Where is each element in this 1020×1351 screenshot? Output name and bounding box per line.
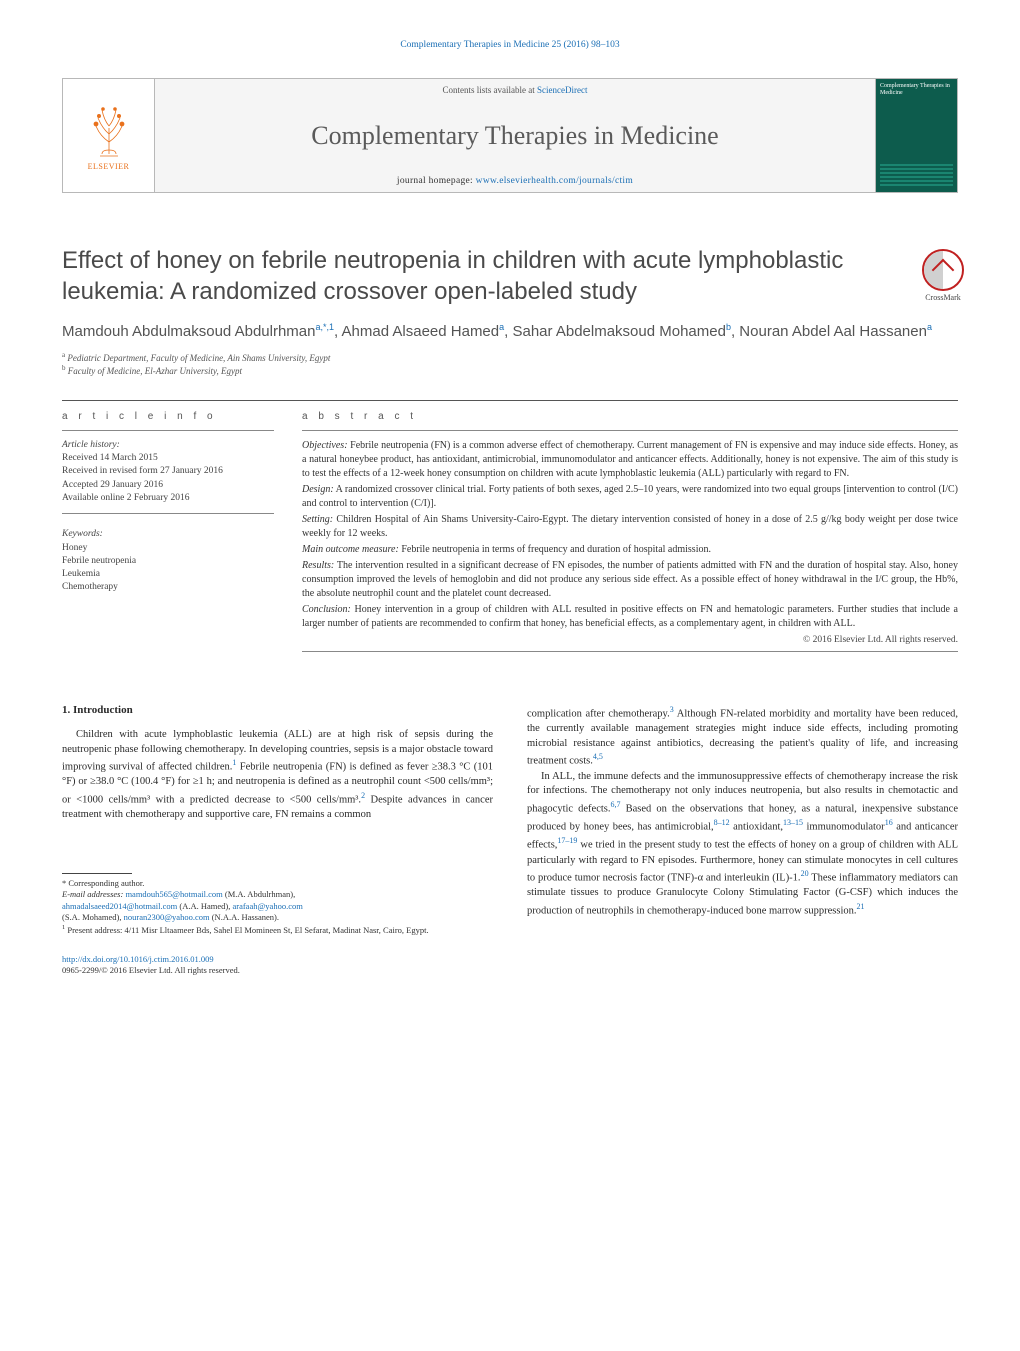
citation-ref[interactable]: 16 bbox=[885, 818, 893, 827]
affiliations: a Pediatric Department, Faculty of Medic… bbox=[62, 351, 958, 378]
abstract-paragraph: Objectives: Febrile neutropenia (FN) is … bbox=[302, 439, 958, 481]
body-columns: 1. Introduction Children with acute lymp… bbox=[62, 704, 958, 976]
email-link[interactable]: nouran2300@yahoo.com bbox=[124, 912, 210, 922]
homepage-link[interactable]: www.elsevierhealth.com/journals/ctim bbox=[476, 176, 633, 186]
keyword: Honey bbox=[62, 542, 274, 555]
abstract-paragraph: Design: A randomized crossover clinical … bbox=[302, 483, 958, 511]
article-info-column: a r t i c l e i n f o Article history: R… bbox=[62, 411, 274, 660]
body-text-right: complication after chemotherapy.3 Althou… bbox=[527, 704, 958, 919]
issn-copyright: 0965-2299/© 2016 Elsevier Ltd. All right… bbox=[62, 965, 240, 975]
cover-title: Complementary Therapies in Medicine bbox=[880, 83, 953, 96]
column-right: complication after chemotherapy.3 Althou… bbox=[527, 704, 958, 976]
divider-thin bbox=[302, 430, 958, 431]
elsevier-logo: ELSEVIER bbox=[63, 79, 155, 192]
keyword: Febrile neutropenia bbox=[62, 555, 274, 568]
affiliation-line: b Faculty of Medicine, El-Azhar Universi… bbox=[62, 364, 958, 378]
abstract-paragraph: Main outcome measure: Febrile neutropeni… bbox=[302, 543, 958, 557]
history-line: Available online 2 February 2016 bbox=[62, 492, 274, 505]
affiliation-line: a Pediatric Department, Faculty of Medic… bbox=[62, 351, 958, 365]
crossmark-badge[interactable]: CrossMark bbox=[922, 249, 964, 302]
sciencedirect-link[interactable]: ScienceDirect bbox=[537, 85, 587, 95]
citation-ref[interactable]: 4,5 bbox=[593, 752, 603, 761]
abstract-paragraph: Results: The intervention resulted in a … bbox=[302, 559, 958, 601]
running-head: Complementary Therapies in Medicine 25 (… bbox=[62, 40, 958, 50]
citation-ref[interactable]: 17–19 bbox=[557, 836, 577, 845]
keyword: Leukemia bbox=[62, 568, 274, 581]
homepage-label: journal homepage: bbox=[397, 176, 476, 186]
text-fragment: complication after chemotherapy. bbox=[527, 708, 670, 719]
article-title: Effect of honey on febrile neutropenia i… bbox=[62, 245, 958, 307]
journal-name: Complementary Therapies in Medicine bbox=[311, 121, 718, 151]
divider-thin bbox=[302, 651, 958, 652]
history-line: Received in revised form 27 January 2016 bbox=[62, 465, 274, 478]
journal-homepage: journal homepage: www.elsevierhealth.com… bbox=[397, 176, 633, 186]
citation-ref[interactable]: 6,7 bbox=[611, 800, 621, 809]
running-head-link[interactable]: Complementary Therapies in Medicine 25 (… bbox=[400, 40, 619, 50]
footnote-sup: 1 bbox=[62, 924, 65, 931]
email-addresses: E-mail addresses: mamdouh565@hotmail.com… bbox=[62, 889, 493, 923]
citation-ref[interactable]: 21 bbox=[857, 902, 865, 911]
journal-header: ELSEVIER Contents lists available at Sci… bbox=[62, 78, 958, 193]
crossmark-icon bbox=[922, 249, 964, 291]
elsevier-wordmark: ELSEVIER bbox=[88, 162, 130, 171]
abstract-column: a b s t r a c t Objectives: Febrile neut… bbox=[302, 411, 958, 660]
history-line: Accepted 29 January 2016 bbox=[62, 479, 274, 492]
abstract-copyright: © 2016 Elsevier Ltd. All rights reserved… bbox=[302, 635, 958, 645]
section-heading-intro: 1. Introduction bbox=[62, 704, 493, 716]
text-fragment: antioxidant, bbox=[730, 822, 783, 833]
footnote-rule bbox=[62, 873, 132, 874]
abstract-paragraph: Conclusion: Honey intervention in a grou… bbox=[302, 603, 958, 631]
text-fragment: immunomodulator bbox=[803, 822, 885, 833]
history-line: Received 14 March 2015 bbox=[62, 452, 274, 465]
abstract-paragraph: Setting: Children Hospital of Ain Shams … bbox=[302, 513, 958, 541]
citation-ref[interactable]: 8–12 bbox=[714, 818, 730, 827]
keyword: Chemotherapy bbox=[62, 581, 274, 594]
divider-thin bbox=[62, 513, 274, 514]
doi-block: http://dx.doi.org/10.1016/j.ctim.2016.01… bbox=[62, 954, 493, 976]
header-center: Contents lists available at ScienceDirec… bbox=[155, 79, 875, 192]
keywords-block: Keywords: HoneyFebrile neutropeniaLeukem… bbox=[62, 528, 274, 594]
contents-prefix: Contents lists available at bbox=[443, 85, 537, 95]
footnotes: * Corresponding author. E-mail addresses… bbox=[62, 878, 493, 936]
history-label: Article history: bbox=[62, 439, 274, 452]
divider bbox=[62, 400, 958, 401]
abstract-heading: a b s t r a c t bbox=[302, 411, 958, 422]
citation-ref[interactable]: 20 bbox=[801, 869, 809, 878]
article-history: Article history: Received 14 March 2015R… bbox=[62, 439, 274, 505]
present-address-note: 1 Present address: 4/11 Misr Lltaameer B… bbox=[62, 924, 493, 936]
crossmark-label: CrossMark bbox=[925, 293, 961, 302]
present-address-text: Present address: 4/11 Misr Lltaameer Bds… bbox=[67, 925, 428, 935]
contents-line: Contents lists available at ScienceDirec… bbox=[443, 85, 588, 95]
corresponding-author-note: * Corresponding author. bbox=[62, 878, 493, 889]
citation-ref[interactable]: 13–15 bbox=[783, 818, 803, 827]
elsevier-tree-icon bbox=[80, 100, 138, 162]
body-text-left: Children with acute lymphoblastic leukem… bbox=[62, 728, 493, 823]
email-link[interactable]: mamdouh565@hotmail.com bbox=[125, 889, 222, 899]
email-link[interactable]: arafaah@yahoo.com bbox=[232, 901, 302, 911]
column-left: 1. Introduction Children with acute lymp… bbox=[62, 704, 493, 976]
authors: Mamdouh Abdulmaksoud Abdulrhmana,*,1, Ah… bbox=[62, 321, 958, 342]
article-info-heading: a r t i c l e i n f o bbox=[62, 411, 274, 422]
doi-link[interactable]: http://dx.doi.org/10.1016/j.ctim.2016.01… bbox=[62, 954, 214, 964]
journal-cover-thumb: Complementary Therapies in Medicine bbox=[875, 79, 957, 192]
divider-thin bbox=[62, 430, 274, 431]
abstract-text: Objectives: Febrile neutropenia (FN) is … bbox=[302, 439, 958, 631]
email-link[interactable]: ahmadalsaeed2014@hotmail.com bbox=[62, 901, 177, 911]
keywords-label: Keywords: bbox=[62, 528, 274, 541]
